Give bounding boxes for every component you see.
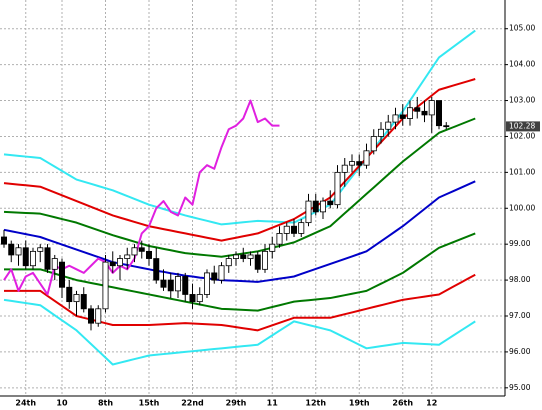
candle-body (167, 279, 174, 292)
y-tick-label: 100.00 (509, 203, 535, 212)
candle-body (102, 261, 109, 310)
candle-body (37, 247, 44, 252)
indicator-line (3, 117, 476, 258)
candle-body (117, 258, 124, 267)
candle-body (269, 243, 276, 252)
candle-body (312, 200, 319, 213)
candle-body (66, 286, 73, 303)
y-tick-label: 98.00 (509, 275, 531, 284)
candle-body (124, 254, 131, 259)
candle-body (421, 110, 428, 116)
candle-body (356, 161, 363, 166)
grid (0, 0, 505, 395)
x-tick-label: 10 (56, 399, 68, 408)
candle-body (334, 171, 341, 206)
x-tick-label: 12 (426, 399, 437, 408)
y-tick-label: 95.00 (509, 383, 531, 392)
candle-body (160, 279, 167, 288)
candle-body (290, 225, 297, 234)
candle-body (399, 114, 406, 119)
candle-body (29, 250, 36, 267)
candle-body (327, 200, 334, 206)
y-tick-label: 99.00 (509, 239, 531, 248)
indicator-line (4, 273, 476, 332)
candle-body (95, 308, 102, 324)
x-tick-label: 22nd (181, 399, 204, 408)
candle-body (88, 308, 95, 324)
candle-body (370, 136, 377, 152)
candle-body (138, 247, 145, 252)
candle-body (109, 261, 116, 267)
candle-body (59, 261, 66, 288)
candle-body (174, 276, 181, 292)
candle-body (305, 200, 312, 224)
candle-body (182, 276, 189, 295)
plot (0, 29, 476, 366)
candle-body (153, 258, 160, 281)
candle-body (0, 236, 7, 245)
candle-body (348, 161, 355, 166)
candle-body (283, 225, 290, 234)
candle-body (8, 243, 15, 256)
x-tick-label: 12th (305, 399, 326, 408)
candle-body (276, 233, 283, 245)
candle-body (254, 254, 261, 270)
candle-body (319, 200, 326, 213)
y-tick-label: 96.00 (509, 347, 531, 356)
x-tick-label: 8th (98, 399, 113, 408)
indicator-line (4, 232, 476, 312)
indicator-line (3, 78, 476, 242)
x-tick-label: 26th (392, 399, 413, 408)
last-price-label: 102.28 (509, 121, 535, 130)
candle-body (261, 250, 268, 270)
candle-body (377, 128, 384, 137)
candle-body (80, 294, 87, 310)
candle-body (73, 294, 80, 303)
candle-body (392, 114, 399, 123)
indicator-line (3, 298, 476, 366)
indicator-line (3, 99, 280, 296)
candle-body (247, 254, 254, 259)
candle-body (406, 107, 413, 119)
candle-body (363, 150, 370, 166)
candle-body (145, 250, 152, 259)
candle-body (232, 254, 239, 259)
y-tick-label: 105.00 (509, 24, 535, 33)
y-tick-label: 97.00 (509, 311, 531, 320)
candle-body (15, 247, 22, 256)
y-tick-label: 102.00 (509, 131, 535, 140)
x-tick-label: 29th (226, 399, 247, 408)
candle-body (196, 294, 203, 303)
candle-body (435, 100, 442, 127)
candle-body (22, 247, 29, 267)
last-price-box (506, 121, 540, 132)
y-tick-label: 101.00 (509, 167, 535, 176)
candle-body (385, 121, 392, 130)
candle-body (211, 272, 218, 281)
x-tick-label: 24th (15, 399, 36, 408)
candle-body (51, 258, 58, 270)
candle-body (131, 247, 138, 256)
candle-body (225, 258, 232, 267)
candle-body (44, 247, 51, 270)
candle-body (203, 272, 210, 295)
candle-body (218, 265, 225, 281)
candle-body (240, 254, 247, 259)
candle-body (443, 125, 450, 128)
y-tick-label: 103.00 (509, 96, 535, 105)
y-tick-label: 104.00 (509, 60, 535, 69)
candle-body (414, 107, 421, 112)
x-tick-label: 19th (349, 399, 370, 408)
candle-body (298, 222, 305, 234)
candle-body (428, 100, 435, 116)
candle-body (341, 164, 348, 173)
x-tick-label: 15th (139, 399, 160, 408)
candle-body (189, 294, 196, 303)
indicator-line (3, 180, 476, 283)
x-tick-label: 11 (267, 399, 279, 408)
